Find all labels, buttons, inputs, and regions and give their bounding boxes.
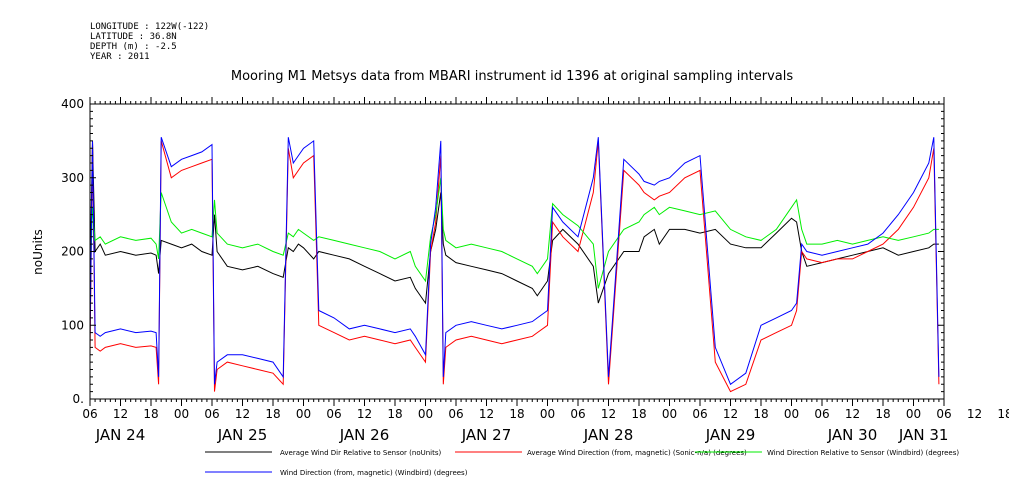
- x-tick-label: 12: [967, 407, 982, 421]
- x-tick-label: 06: [326, 407, 341, 421]
- depth-text: DEPTH (m) : -2.5: [90, 42, 177, 52]
- x-date-label: JAN 29: [705, 426, 756, 444]
- x-tick-label: 12: [113, 407, 128, 421]
- latitude-text: LATITUDE : 36.8N: [90, 32, 177, 42]
- y-tick-label: 200: [61, 245, 84, 259]
- x-date-label: JAN 24: [95, 426, 146, 444]
- x-tick-label: 00: [418, 407, 433, 421]
- x-tick-label: 00: [296, 407, 311, 421]
- series-line-1: [89, 140, 940, 393]
- y-axis-label: noUnits: [31, 229, 45, 275]
- x-tick-label: 00: [662, 407, 677, 421]
- x-tick-label: 18: [997, 407, 1009, 421]
- x-tick-label: 12: [235, 407, 250, 421]
- y-tick-label: 300: [61, 171, 84, 185]
- y-tick-label: 100: [61, 318, 84, 332]
- series-layer: [89, 137, 940, 393]
- x-tick-label: 06: [204, 407, 219, 421]
- plot-frame: [89, 103, 945, 400]
- x-date-label: JAN 28: [583, 426, 634, 444]
- x-tick-label: 00: [174, 407, 189, 421]
- x-tick-label: 06: [814, 407, 829, 421]
- metadata-block: LONGITUDE : 122W(-122) LATITUDE : 36.8N DE…: [90, 22, 209, 62]
- x-axis: 06 12 18 00 06 12 18 00 06 12 18 00 06 12 18 00 06 12 18 00…: [82, 97, 1009, 444]
- x-tick-label: 18: [265, 407, 280, 421]
- x-tick-label: 00: [784, 407, 799, 421]
- x-tick-label: 06: [570, 407, 585, 421]
- chart-title: Mooring M1 Metsys data from MBARI instru…: [231, 69, 793, 84]
- x-date-label: JAN 30: [827, 426, 878, 444]
- x-tick-label: 00: [906, 407, 921, 421]
- series-line-2: [89, 177, 939, 289]
- x-tick-label: 18: [875, 407, 890, 421]
- y-axis: 0. 100 200 300 400: [61, 97, 944, 406]
- x-tick-label: 06: [936, 407, 951, 421]
- x-tick-label: 18: [753, 407, 768, 421]
- x-tick-label: 18: [143, 407, 158, 421]
- x-tick-label: 18: [631, 407, 646, 421]
- x-date-label: JAN 25: [217, 426, 268, 444]
- legend-label-2: Wind Direction Relative to Sensor (Windb…: [767, 449, 959, 457]
- legend-label-3: Wind Direction (from, magnetic) (Windbir…: [280, 469, 468, 477]
- x-tick-label: 06: [82, 407, 97, 421]
- year-text: YEAR : 2011: [90, 52, 150, 62]
- legend-label-0: Average Wind Dir Relative to Sensor (noU…: [280, 449, 441, 457]
- legend: Average Wind Dir Relative to Sensor (noU…: [205, 449, 959, 477]
- longitude-text: LONGITUDE : 122W(-122): [90, 22, 210, 32]
- y-tick-label: 0.: [73, 392, 84, 406]
- x-tick-label: 00: [540, 407, 555, 421]
- series-line-3: [89, 137, 940, 386]
- x-tick-label: 18: [387, 407, 402, 421]
- x-tick-label: 12: [479, 407, 494, 421]
- x-date-label: JAN 26: [339, 426, 390, 444]
- x-tick-label: 12: [723, 407, 738, 421]
- x-tick-label: 18: [509, 407, 524, 421]
- y-tick-label: 400: [61, 97, 84, 111]
- x-tick-label: 06: [448, 407, 463, 421]
- x-tick-label: 12: [845, 407, 860, 421]
- x-tick-label: 06: [692, 407, 707, 421]
- series-line-0: [89, 140, 939, 305]
- x-date-label: JAN 27: [461, 426, 512, 444]
- legend-label-1: Average Wind Direction (from, magnetic) …: [527, 449, 747, 457]
- x-tick-label: 12: [601, 407, 616, 421]
- x-date-label: JAN 31: [898, 426, 949, 444]
- x-tick-label: 12: [357, 407, 372, 421]
